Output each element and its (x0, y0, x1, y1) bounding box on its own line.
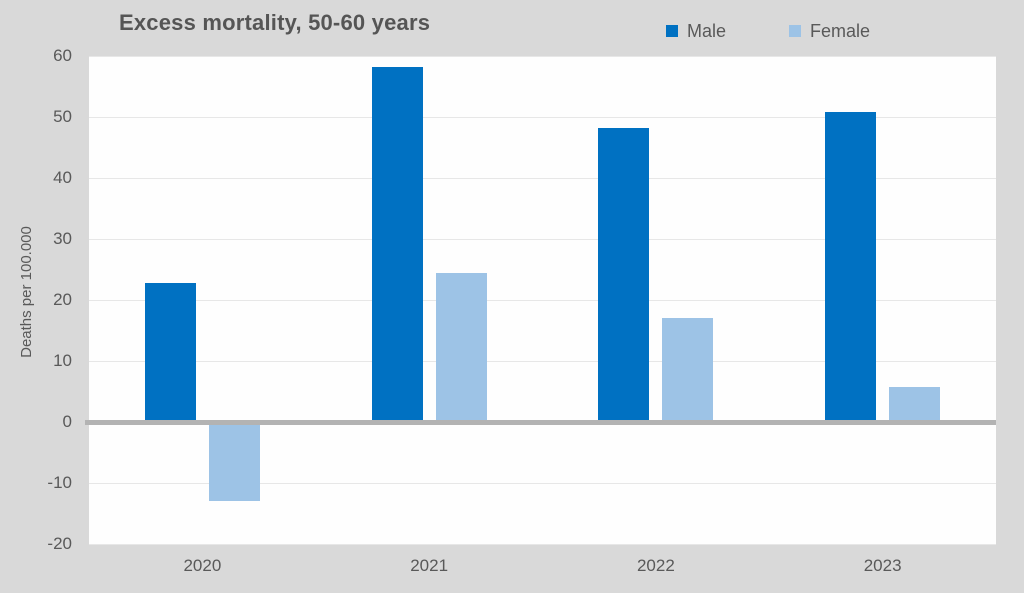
bar-male-2021 (371, 66, 423, 422)
y-tick-label-10: 10 (53, 351, 72, 370)
bar-male-2023 (825, 111, 877, 422)
y-tick-label-60: 60 (53, 46, 72, 65)
y-tick-label-20: 20 (53, 290, 72, 309)
gridline-60 (89, 55, 996, 57)
x-tick-label-2021: 2021 (410, 556, 449, 575)
legend-label-female: Female (810, 20, 871, 41)
x-tick-label-2020: 2020 (183, 556, 222, 575)
gridline-20 (89, 299, 996, 301)
y-tick-label-0: 0 (62, 412, 72, 431)
bar-female-2020 (208, 422, 260, 502)
legend-item-male: Male (666, 19, 726, 43)
bar-male-2022 (598, 127, 650, 422)
y-tick-label-50: 50 (53, 107, 72, 126)
gridline--10 (89, 482, 996, 484)
x-tick-label-2022: 2022 (636, 556, 675, 575)
y-tick-label--20: -20 (47, 534, 72, 553)
gridline--20 (89, 543, 996, 545)
male-series-swatch-icon (666, 25, 678, 37)
female-series-swatch-icon (789, 25, 801, 37)
legend-label-male: Male (687, 20, 727, 41)
bar-female-2022 (662, 317, 714, 422)
y-tick-label--10: -10 (47, 473, 72, 492)
gridline-10 (89, 360, 996, 362)
chart-title: Excess mortality, 50-60 years (119, 10, 431, 35)
bar-female-2021 (435, 272, 487, 422)
bar-female-2023 (889, 386, 941, 422)
zero-axis-line (85, 419, 996, 425)
legend-item-female: Female (789, 19, 870, 43)
gridline-40 (89, 177, 996, 179)
gridline-30 (89, 238, 996, 240)
x-tick-label-2023: 2023 (863, 556, 902, 575)
y-tick-label-40: 40 (53, 168, 72, 187)
gridline-50 (89, 116, 996, 118)
y-tick-label-30: 30 (53, 229, 72, 248)
bar-male-2020 (144, 282, 196, 422)
